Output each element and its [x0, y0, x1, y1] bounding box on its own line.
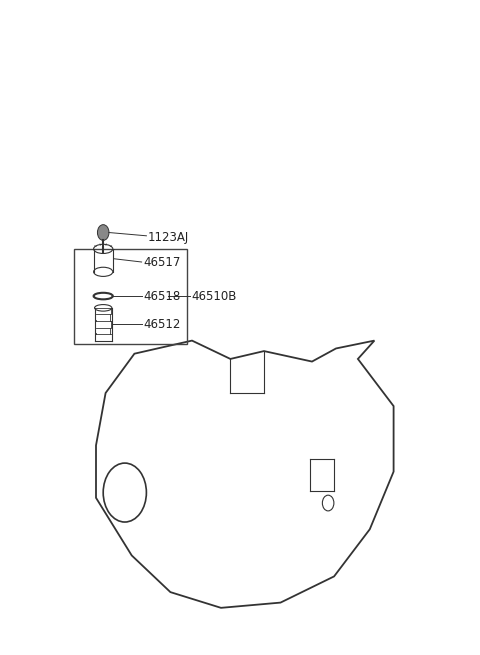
Text: 46517: 46517 [143, 255, 180, 269]
Text: 1123AJ: 1123AJ [148, 231, 189, 244]
Text: 46512: 46512 [143, 318, 180, 331]
Bar [74, 249, 187, 344]
Text: 46518: 46518 [143, 290, 180, 303]
Circle shape [97, 225, 109, 240]
Text: 46510B: 46510B [191, 290, 237, 303]
